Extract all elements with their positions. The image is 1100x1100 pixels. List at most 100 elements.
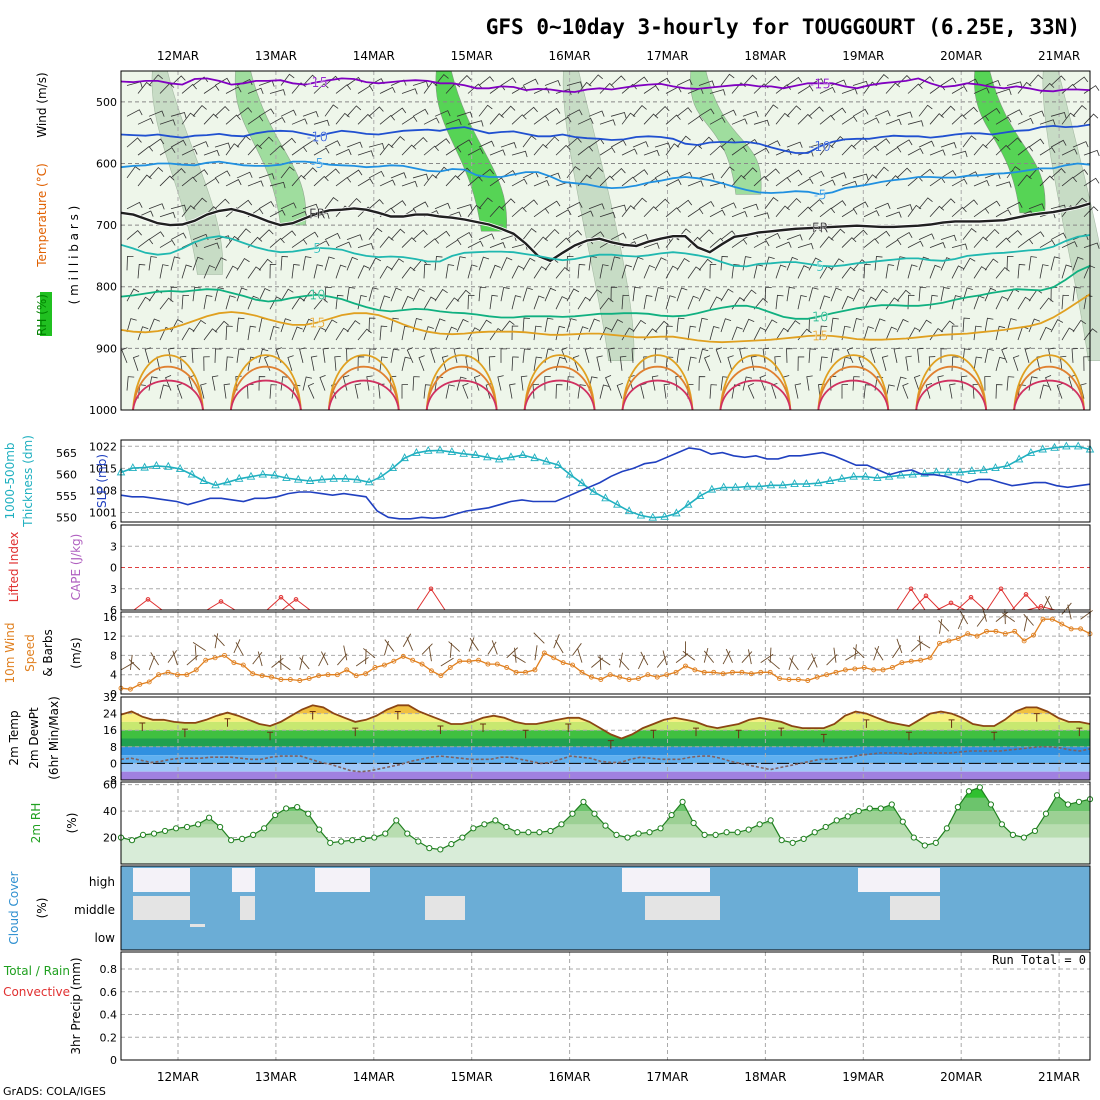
wind-speed-point bbox=[984, 628, 989, 634]
isotherm-line bbox=[120, 77, 1091, 93]
rh-point bbox=[943, 825, 950, 832]
isotherm-label: -15 bbox=[810, 77, 831, 92]
wind-barb bbox=[258, 136, 274, 148]
wind-barb bbox=[258, 229, 274, 240]
wind-barb bbox=[478, 197, 493, 210]
wind-barb bbox=[121, 347, 128, 364]
wind-speed-point bbox=[588, 674, 594, 680]
wind-barb bbox=[1017, 145, 1034, 156]
wind-barb bbox=[720, 288, 734, 302]
wind-barb bbox=[357, 113, 373, 125]
thickness-point bbox=[459, 448, 468, 457]
rh-point bbox=[1009, 831, 1017, 839]
wind-barb bbox=[841, 180, 858, 188]
minmax-marker bbox=[522, 729, 529, 739]
wind-barb bbox=[456, 256, 466, 271]
wind-speed-point bbox=[852, 666, 858, 672]
wind-barb bbox=[522, 227, 537, 240]
rh-point bbox=[998, 821, 1006, 828]
wind-barb bbox=[310, 355, 318, 371]
wind-barb bbox=[918, 168, 935, 179]
thickness-point bbox=[1014, 454, 1024, 463]
isotherm-line bbox=[120, 293, 1091, 344]
wind-barb bbox=[940, 105, 956, 117]
minmax-marker bbox=[224, 718, 231, 727]
rh-point bbox=[1064, 801, 1072, 808]
wind-barb bbox=[467, 148, 484, 156]
wind-barb bbox=[984, 79, 1001, 87]
rh-point bbox=[723, 829, 730, 836]
wind-barb bbox=[764, 75, 780, 86]
wind-barb bbox=[775, 241, 792, 248]
wind-speed-point bbox=[193, 667, 199, 673]
thickness-point bbox=[483, 452, 492, 461]
y-tick-label: 1000 bbox=[89, 404, 117, 417]
wind-barb bbox=[984, 317, 994, 333]
wind-barb bbox=[698, 108, 715, 117]
wind-barb-10m bbox=[172, 650, 178, 666]
y-axis-label: Thickness (dm) bbox=[21, 435, 35, 528]
wind-barb bbox=[885, 326, 898, 341]
wind-barb bbox=[258, 201, 275, 210]
wind-barb bbox=[302, 376, 313, 391]
wind-barb bbox=[663, 383, 671, 399]
wind-barb bbox=[357, 265, 370, 279]
wind-barb bbox=[236, 257, 250, 271]
wind-barb-10m bbox=[512, 654, 526, 664]
isotherm-label: FR bbox=[812, 222, 829, 237]
wind-barb bbox=[599, 326, 612, 341]
wind-barb bbox=[335, 327, 349, 341]
wind-barb bbox=[786, 105, 802, 117]
date-label-top: 15MAR bbox=[451, 49, 493, 63]
wind-speed-line bbox=[120, 618, 1091, 690]
surface-isotherm bbox=[915, 354, 988, 411]
isotherm-label: 15 bbox=[309, 316, 326, 331]
rh-point bbox=[910, 834, 917, 841]
wind-barb bbox=[192, 105, 207, 117]
chart-title: GFS 0~10day 3-hourly for TOUGGOURT (6.25… bbox=[486, 15, 1080, 39]
wind-panel-frame bbox=[120, 611, 1091, 695]
wind-barb bbox=[342, 375, 350, 391]
wind-barb bbox=[1017, 117, 1034, 125]
wind-barb bbox=[676, 79, 693, 86]
rh-point bbox=[382, 830, 389, 837]
wind-barb bbox=[159, 384, 170, 399]
y-tick-label-slp: 1015 bbox=[89, 462, 117, 475]
wind-barb bbox=[863, 326, 874, 341]
wind-speed-point bbox=[250, 671, 256, 677]
wind-speed-point bbox=[504, 665, 510, 670]
wind-barb bbox=[236, 287, 248, 302]
wind-speed-point bbox=[1031, 632, 1037, 638]
rh-point bbox=[646, 829, 653, 836]
wind-barb bbox=[1017, 264, 1026, 279]
wind-barb-10m bbox=[917, 639, 931, 649]
wind-barb bbox=[489, 294, 498, 310]
wind-barb bbox=[616, 382, 623, 399]
thickness-point bbox=[152, 460, 161, 469]
wind-barb bbox=[874, 110, 891, 117]
wind-barb-10m bbox=[252, 652, 263, 665]
wind-barb bbox=[181, 176, 197, 187]
wind-barb bbox=[841, 208, 858, 218]
wind-barb bbox=[918, 197, 933, 210]
rh-point bbox=[459, 834, 466, 841]
lifted-index-line bbox=[266, 596, 296, 611]
wind-barb bbox=[280, 137, 296, 148]
wind-barb bbox=[214, 77, 231, 86]
wind-barb bbox=[467, 240, 484, 248]
thickness-point bbox=[270, 470, 279, 479]
slp-line bbox=[120, 447, 1091, 520]
wind-barb bbox=[940, 198, 956, 210]
wind-barb bbox=[654, 320, 669, 333]
wind-barb bbox=[577, 384, 586, 399]
y-tick-label-thickness: 550 bbox=[56, 512, 77, 525]
wind-barb bbox=[477, 347, 484, 363]
wind-speed-point bbox=[391, 658, 397, 664]
isotherm-label: -10 bbox=[810, 140, 831, 155]
wind-barb bbox=[863, 263, 871, 279]
wind-speed-point bbox=[184, 672, 190, 678]
wind-barb bbox=[236, 171, 253, 179]
wind-barb bbox=[995, 296, 1008, 310]
wind-barb bbox=[1072, 76, 1089, 86]
wind-barb bbox=[1050, 75, 1066, 86]
